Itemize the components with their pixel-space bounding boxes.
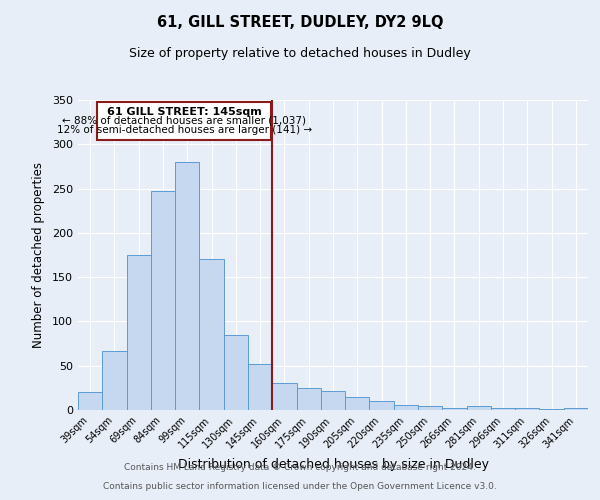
Bar	[418, 406, 442, 410]
Bar	[539, 409, 564, 410]
Text: 61 GILL STREET: 145sqm: 61 GILL STREET: 145sqm	[107, 107, 262, 117]
Bar	[467, 406, 491, 410]
Bar	[224, 334, 248, 410]
Text: ← 88% of detached houses are smaller (1,037): ← 88% of detached houses are smaller (1,…	[62, 115, 306, 125]
Bar	[272, 384, 296, 410]
Bar	[175, 162, 199, 410]
Bar	[564, 408, 588, 410]
Bar	[102, 350, 127, 410]
Bar	[296, 388, 321, 410]
Bar	[199, 260, 224, 410]
Bar	[151, 191, 175, 410]
FancyBboxPatch shape	[97, 102, 271, 140]
Text: 61, GILL STREET, DUDLEY, DY2 9LQ: 61, GILL STREET, DUDLEY, DY2 9LQ	[157, 15, 443, 30]
Bar	[127, 255, 151, 410]
Bar	[248, 364, 272, 410]
Bar	[491, 408, 515, 410]
Bar	[370, 401, 394, 410]
Bar	[515, 408, 539, 410]
Text: 12% of semi-detached houses are larger (141) →: 12% of semi-detached houses are larger (…	[56, 125, 312, 135]
Bar	[78, 392, 102, 410]
Bar	[442, 408, 467, 410]
Text: Size of property relative to detached houses in Dudley: Size of property relative to detached ho…	[129, 48, 471, 60]
Bar	[321, 390, 345, 410]
Y-axis label: Number of detached properties: Number of detached properties	[32, 162, 45, 348]
Text: Contains public sector information licensed under the Open Government Licence v3: Contains public sector information licen…	[103, 482, 497, 491]
X-axis label: Distribution of detached houses by size in Dudley: Distribution of detached houses by size …	[178, 458, 488, 471]
Bar	[345, 396, 370, 410]
Bar	[394, 404, 418, 410]
Text: Contains HM Land Registry data © Crown copyright and database right 2024.: Contains HM Land Registry data © Crown c…	[124, 464, 476, 472]
